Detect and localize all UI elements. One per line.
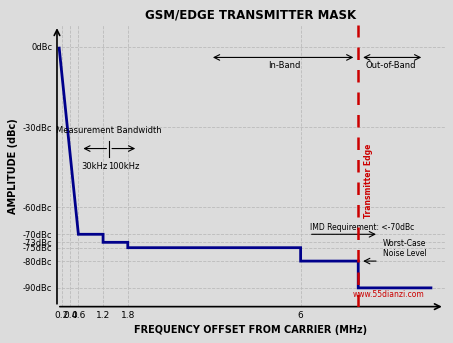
Text: Transmitter Edge: Transmitter Edge	[364, 143, 373, 218]
Text: 30kHz: 30kHz	[82, 162, 108, 171]
Text: IMD Requirement: <-70dBc: IMD Requirement: <-70dBc	[310, 223, 414, 232]
Text: Measurement Bandwidth: Measurement Bandwidth	[57, 126, 162, 135]
Text: 100kHz: 100kHz	[108, 162, 140, 171]
Text: Worst-Case
Noise Level: Worst-Case Noise Level	[383, 239, 427, 258]
Text: Out-of-Band: Out-of-Band	[366, 61, 416, 70]
X-axis label: FREQUENCY OFFSET FROM CARRIER (MHz): FREQUENCY OFFSET FROM CARRIER (MHz)	[134, 325, 367, 335]
Y-axis label: AMPLITUDE (dBc): AMPLITUDE (dBc)	[8, 118, 18, 214]
Text: In-Band: In-Band	[268, 61, 300, 70]
Text: www.55dianzi.com: www.55dianzi.com	[352, 289, 424, 299]
Title: GSM/EDGE TRANSMITTER MASK: GSM/EDGE TRANSMITTER MASK	[145, 8, 357, 21]
